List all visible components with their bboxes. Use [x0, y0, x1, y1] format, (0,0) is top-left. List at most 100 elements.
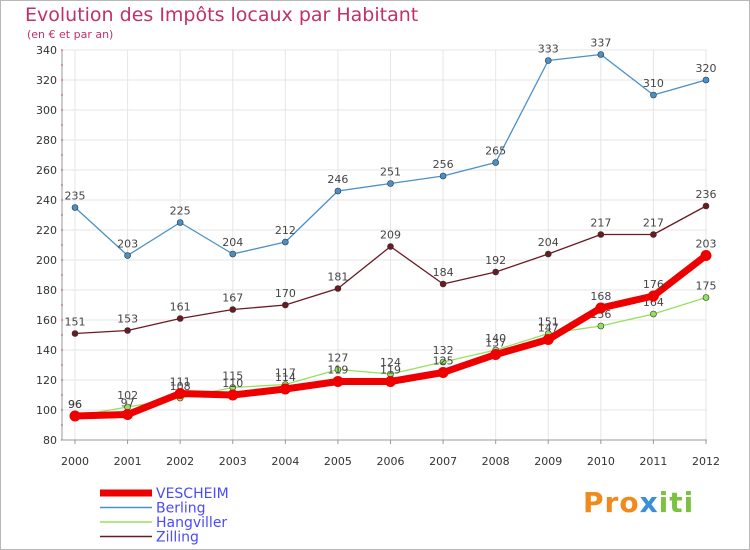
y-tick-label: 180 — [36, 284, 57, 297]
zilling-data-label: 236 — [696, 188, 717, 201]
zilling-data-label: 217 — [643, 217, 664, 230]
berling-data-label: 337 — [590, 37, 611, 50]
zilling-data-label: 217 — [590, 217, 611, 230]
x-tick-label: 2009 — [534, 455, 562, 468]
vescheim-point — [279, 383, 291, 395]
legend-label-hangviller: Hangviller — [156, 515, 227, 531]
zilling-data-label: 192 — [485, 254, 506, 267]
zilling-point — [492, 268, 499, 276]
berling-point — [544, 57, 552, 64]
berling-point — [387, 180, 394, 187]
berling-data-label: 310 — [643, 77, 664, 90]
berling-point — [439, 172, 447, 180]
y-tick-label: 200 — [36, 254, 57, 267]
logo-letter: i — [658, 486, 670, 519]
berling-data-label: 212 — [275, 224, 296, 237]
x-tick-label: 2002 — [166, 455, 194, 468]
berling-point — [334, 187, 342, 195]
berling-data-label: 251 — [380, 166, 401, 179]
y-tick-label: 320 — [36, 74, 57, 87]
logo-letter: x — [639, 486, 659, 519]
x-tick-label: 2008 — [482, 455, 510, 468]
zilling-data-label: 209 — [380, 229, 401, 242]
vescheim-data-label: 110 — [222, 377, 243, 390]
hangviller-data-label: 115 — [222, 370, 243, 383]
hangviller-data-label: 117 — [275, 367, 296, 380]
berling-data-label: 204 — [222, 236, 243, 249]
vescheim-point — [174, 388, 186, 399]
hangviller-data-label: 96 — [68, 398, 82, 411]
proxiti-logo: Proxiti — [583, 486, 694, 519]
berling-point — [71, 204, 79, 211]
x-tick-label: 2003 — [219, 455, 247, 468]
zilling-data-label: 204 — [538, 236, 559, 249]
y-tick-label: 220 — [36, 224, 57, 237]
x-tick-label: 2005 — [324, 455, 352, 468]
berling-point — [702, 76, 710, 84]
vescheim-point — [122, 409, 134, 420]
hangviller-data-label: 124 — [380, 356, 401, 369]
y-tick-label: 300 — [36, 104, 57, 117]
zilling-data-label: 170 — [275, 287, 296, 300]
vescheim-point — [437, 367, 449, 378]
vescheim-point — [332, 376, 344, 387]
x-tick-label: 2010 — [587, 455, 615, 468]
x-tick-label: 2012 — [692, 455, 720, 468]
berling-data-label: 265 — [485, 145, 506, 158]
berling-data-label: 256 — [433, 158, 454, 171]
zilling-point — [282, 301, 289, 309]
berling-point — [650, 91, 657, 99]
zilling-point — [544, 250, 552, 258]
hangviller-point — [334, 366, 342, 373]
zilling-point — [124, 327, 131, 334]
hangviller-point — [702, 294, 710, 301]
zilling-point — [439, 280, 447, 288]
hangviller-point — [650, 310, 657, 318]
zilling-data-label: 161 — [170, 301, 191, 314]
y-tick-label: 240 — [36, 194, 57, 207]
berling-point — [124, 252, 131, 259]
y-tick-label: 100 — [36, 404, 57, 417]
hangviller-data-label: 140 — [485, 332, 506, 345]
zilling-point — [702, 202, 710, 210]
berling-data-label: 333 — [538, 43, 559, 56]
hangviller-data-label: 127 — [327, 352, 348, 365]
vescheim-point — [595, 302, 607, 314]
hangviller-point — [439, 358, 447, 366]
y-tick-label: 160 — [36, 314, 57, 327]
zilling-point — [334, 285, 342, 292]
logo-letter: P — [583, 486, 605, 519]
hangviller-data-label: 102 — [117, 389, 138, 402]
hangviller-data-label: 108 — [170, 380, 191, 393]
x-tick-label: 2000 — [61, 455, 89, 468]
zilling-data-label: 167 — [222, 292, 243, 305]
vescheim-data-label: 176 — [643, 278, 664, 291]
x-tick-label: 2001 — [114, 455, 142, 468]
berling-data-label: 225 — [170, 205, 191, 218]
hangviller-data-label: 151 — [538, 316, 559, 329]
y-tick-label: 80 — [43, 434, 57, 447]
vescheim-point — [542, 334, 554, 345]
berling-data-label: 235 — [65, 190, 86, 203]
zilling-data-label: 184 — [433, 266, 454, 279]
vescheim-data-label: 114 — [275, 371, 296, 384]
vescheim-point — [227, 389, 239, 401]
y-tick-label: 340 — [36, 44, 57, 57]
berling-point — [176, 219, 184, 226]
logo-letter: r — [604, 486, 620, 519]
zilling-point — [650, 231, 657, 238]
vescheim-point — [647, 290, 659, 302]
berling-point — [492, 159, 499, 166]
x-tick-label: 2006 — [377, 455, 405, 468]
legend-label-berling: Berling — [156, 501, 206, 517]
y-tick-label: 140 — [36, 344, 57, 357]
zilling-point — [176, 315, 184, 322]
y-tick-label: 280 — [36, 134, 57, 147]
zilling-point — [387, 243, 394, 250]
vescheim-data-label: 96 — [68, 398, 82, 411]
x-tick-label: 2007 — [429, 455, 457, 468]
vescheim-point — [700, 250, 712, 261]
hangviller-data-label: 175 — [696, 280, 717, 293]
legend-label-vescheim: VESCHEIM — [156, 486, 229, 502]
